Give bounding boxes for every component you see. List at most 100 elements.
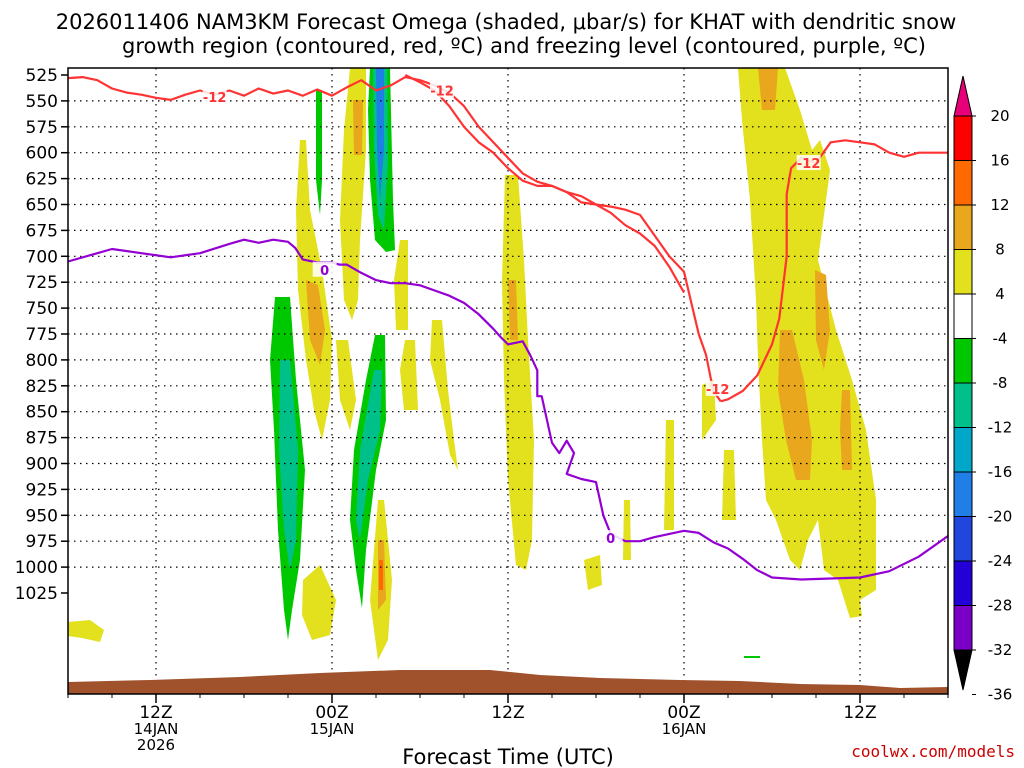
omega-shading [68,68,876,660]
colorbar-swatch [953,115,973,161]
omega-positive-region-9 [502,175,534,570]
omega-positive-region-16 [68,620,104,642]
y-tick-label: 925 [26,480,58,500]
omega-positive-core-5 [379,560,383,590]
omega-negative-region-5 [744,656,760,658]
y-axis: 525 550 575 600 625 650 675 700 725 750 775 800 825 8… [15,66,68,604]
colorbar-bottom-arrow [953,649,973,691]
colorbar-swatch [953,560,973,606]
contour-label: -12 [203,91,227,106]
y-tick-label: 975 [26,532,58,552]
y-tick-label: 625 [26,170,58,190]
colorbar-swatch [953,427,973,473]
y-tick-label: 1025 [15,584,58,604]
contour-label: -12 [430,85,454,100]
colorbar-swatch [953,338,973,384]
contour-label-bg [796,155,821,171]
contour-label: -12 [797,157,821,172]
colorbar-label: 20 [990,107,1009,125]
omega-negative-core-3 [376,68,384,200]
x-tick-label: 12Z [843,703,876,723]
y-tick-label: 525 [26,66,58,86]
contour-label-bg [312,261,337,277]
omega-negative-core-1 [279,360,298,570]
x-tick-label: 00Z [315,703,348,723]
chart-title-line2: growth region (contoured, red, ºC) and f… [122,34,926,58]
colorbar-swatch [953,382,973,428]
y-tick-label: 750 [26,299,58,319]
omega-positive-core-6 [508,280,518,340]
x-tick-label: 2026 [137,736,175,754]
omega-negative-region-3 [316,90,322,215]
omega-positive-region-15 [738,68,876,618]
x-tick-label: 00Z [667,703,700,723]
chart-title-line1: 2026011406 NAM3KM Forecast Omega (shaded… [56,10,957,34]
y-tick-label: 900 [26,455,58,475]
y-tick-label: 675 [26,221,58,241]
y-tick-label: 650 [26,196,58,216]
omega-positive-region-7 [400,340,418,410]
omega-positive-region-5 [302,565,336,640]
colorbar: 20 16 12 8 4 -4 -8 -12 -16 -20 -24 -28 -32 -36 [953,75,1013,704]
y-tick-label: 700 [26,247,58,267]
contour-freezing-level [67,238,949,581]
x-tick-label: 12Z [139,703,172,723]
contour-label: 0 [606,532,615,547]
omega-positive-core-9 [815,270,830,370]
y-tick-label: 950 [26,506,58,526]
colorbar-swatch [953,160,973,206]
y-tick-label: 1000 [15,558,58,578]
y-tick-label: 575 [26,118,58,138]
y-tick-label: 825 [26,377,58,397]
omega-positive-region-12 [664,420,674,530]
y-tick-label: 775 [26,325,58,345]
x-tick-label: 16JAN [662,720,707,738]
colorbar-swatch [953,249,973,295]
contour-label-bg [202,88,227,104]
contour-dgz-upper [404,74,685,294]
colorbar-label: -8 [993,374,1008,392]
credit-text: coolwx.com/models [851,742,1015,761]
colorbar-label: -20 [988,508,1013,526]
x-axis-label: Forecast Time (UTC) [402,745,614,768]
omega-positive-region-3 [336,340,356,430]
y-tick-label: 850 [26,403,58,423]
colorbar-label: -28 [988,597,1013,615]
omega-positive-region-8 [430,320,458,470]
contour-label-bg [598,530,623,546]
x-tick-label: 15JAN [310,720,355,738]
colorbar-swatch [953,516,973,562]
plot-area: 0 0 -12 -12 -12 -12 [67,67,949,695]
colorbar-label: 8 [995,241,1005,259]
x-tick-label: 12Z [491,703,524,723]
y-tick-label: 550 [26,92,58,112]
contour-lines: 0 0 -12 -12 -12 -12 [67,74,949,581]
terrain-surface [68,670,948,694]
omega-positive-core-8 [778,330,812,480]
contour-label-bg [430,82,454,98]
colorbar-swatch [953,204,973,250]
colorbar-top-arrow [953,75,973,117]
omega-positive-core-10 [840,390,852,470]
contour-dgz-top [67,76,722,402]
colorbar-label: -12 [988,419,1013,437]
colorbar-swatch [953,471,973,517]
colorbar-label: 12 [990,196,1009,214]
colorbar-label: 16 [990,152,1009,170]
omega-positive-core-7 [758,68,778,110]
contour-label-bg [705,380,730,396]
omega-positive-region-10 [584,555,602,590]
x-tick-label: 14JAN [134,720,179,738]
contour-label: -12 [706,383,730,398]
omega-negative-core-4 [356,370,382,540]
contour-label: 0 [320,264,329,279]
y-tick-label: 600 [26,144,58,164]
y-tick-label: 875 [26,429,58,449]
colorbar-swatch [953,605,973,651]
grid-lines [68,68,948,694]
y-tick-label: 725 [26,273,58,293]
omega-positive-region-14 [722,450,736,520]
colorbar-label: 4 [995,285,1005,303]
